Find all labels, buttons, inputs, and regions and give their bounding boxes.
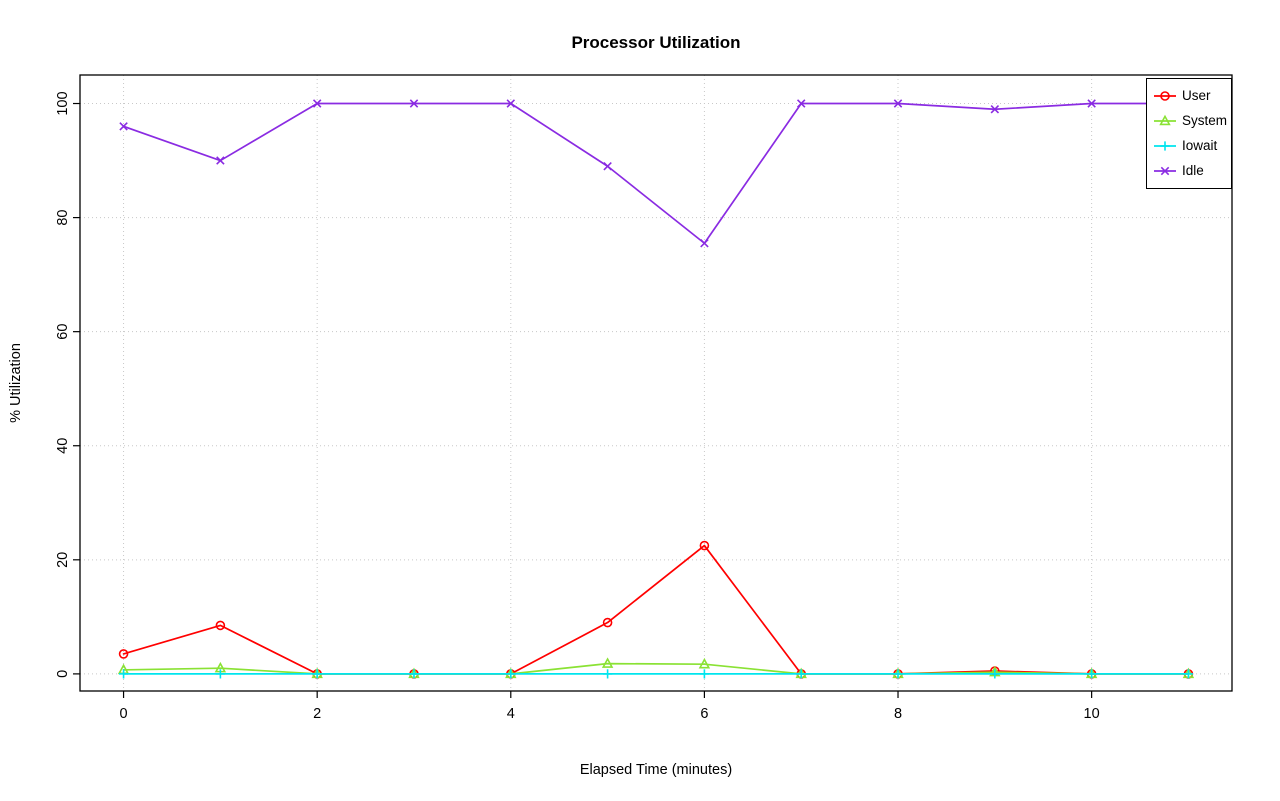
legend-item-system: System [1152, 108, 1228, 133]
svg-text:0: 0 [120, 706, 128, 722]
svg-text:20: 20 [55, 552, 71, 568]
legend-item-idle: Idle [1152, 158, 1226, 183]
svg-text:60: 60 [55, 324, 71, 340]
legend-label-iowait: Iowait [1182, 138, 1218, 153]
svg-text:10: 10 [1084, 706, 1100, 722]
svg-text:40: 40 [55, 438, 71, 454]
x-axis-label: Elapsed Time (minutes) [579, 762, 733, 778]
chart-title: Processor Utilization [571, 33, 741, 52]
svg-text:4: 4 [507, 706, 515, 722]
svg-text:6: 6 [700, 706, 708, 722]
legend-label-system: System [1182, 113, 1228, 128]
svg-text:8: 8 [894, 706, 902, 722]
user-marker-icon [1154, 90, 1176, 101]
idle-marker-icon [1154, 166, 1176, 175]
system-marker-icon [1154, 114, 1176, 125]
svg-text:2: 2 [313, 706, 321, 722]
legend-item-user: User [1152, 83, 1226, 108]
iowait-marker-icon [1154, 140, 1176, 151]
y-axis-label: % Utilization [8, 343, 24, 423]
svg-text:80: 80 [55, 210, 71, 226]
svg-text:0: 0 [55, 670, 71, 678]
legend: User System Iowait Idle [1146, 78, 1232, 189]
legend-item-iowait: Iowait [1152, 133, 1226, 158]
svg-text:100: 100 [55, 91, 71, 115]
legend-label-idle: Idle [1182, 163, 1204, 178]
legend-label-user: User [1182, 88, 1211, 103]
